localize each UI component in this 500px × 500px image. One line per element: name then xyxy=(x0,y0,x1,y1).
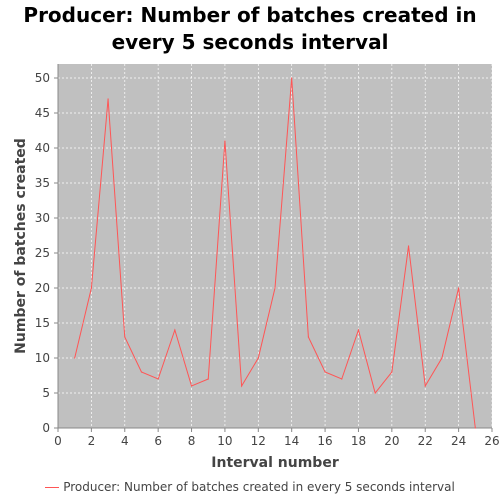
chart-title: Producer: Number of batches created in e… xyxy=(23,3,477,54)
y-tick-label: 45 xyxy=(35,106,50,120)
data-point xyxy=(407,245,410,247)
data-point xyxy=(124,336,126,338)
data-point xyxy=(291,77,293,79)
x-tick-label: 10 xyxy=(217,434,232,448)
data-point xyxy=(341,378,343,380)
x-tick-label: 20 xyxy=(384,434,399,448)
y-tick-label: 15 xyxy=(35,316,50,330)
data-point xyxy=(458,287,460,289)
data-point xyxy=(257,357,259,359)
x-tick-label: 16 xyxy=(317,434,332,448)
y-tick-label: 20 xyxy=(35,281,50,295)
data-point xyxy=(241,385,243,387)
data-point xyxy=(374,392,376,394)
legend: Producer: Number of batches created in e… xyxy=(0,480,500,494)
gridlines xyxy=(57,64,493,429)
legend-swatch xyxy=(45,487,60,488)
y-tick-label: 50 xyxy=(35,71,50,85)
data-point xyxy=(324,371,326,373)
y-tick-label: 0 xyxy=(42,421,50,435)
y-tick-label: 5 xyxy=(42,386,50,400)
x-axis-label: Interval number xyxy=(211,455,339,471)
legend-label: Producer: Number of batches created in e… xyxy=(63,480,455,494)
y-tick-label: 35 xyxy=(35,176,50,190)
data-point xyxy=(157,378,159,380)
plot-area xyxy=(58,64,492,428)
x-tick-label: 24 xyxy=(451,434,466,448)
x-tick-label: 12 xyxy=(251,434,266,448)
axes xyxy=(57,64,492,429)
y-axis-ticks: 0 5 10 15 20 25 30 35 40 45 50 xyxy=(35,71,58,435)
x-tick-label: 4 xyxy=(121,434,129,448)
data-point xyxy=(174,329,176,331)
data-point xyxy=(90,287,92,289)
y-axis-label: Number of batches created xyxy=(13,138,29,354)
y-tick-label: 40 xyxy=(35,141,50,155)
x-tick-label: 6 xyxy=(154,434,162,448)
data-point xyxy=(307,336,309,338)
x-tick-label: 8 xyxy=(188,434,196,448)
x-tick-label: 26 xyxy=(484,434,499,448)
y-tick-label: 10 xyxy=(35,351,50,365)
x-tick-label: 22 xyxy=(418,434,433,448)
y-tick-label: 25 xyxy=(35,246,50,260)
data-point xyxy=(357,329,360,331)
data-point xyxy=(190,385,193,387)
x-tick-label: 18 xyxy=(351,434,366,448)
x-tick-label: 14 xyxy=(284,434,299,448)
data-point xyxy=(107,98,109,100)
data-point xyxy=(274,287,276,289)
x-tick-label: 0 xyxy=(54,434,62,448)
x-axis-ticks: 0 2 4 6 8 10 12 14 16 18 20 22 24 26 xyxy=(54,428,500,448)
data-point xyxy=(391,371,393,373)
data-point xyxy=(207,378,209,380)
data-point xyxy=(224,140,226,142)
x-tick-label: 2 xyxy=(88,434,96,448)
data-point xyxy=(474,427,476,429)
data-point xyxy=(441,357,443,359)
data-point xyxy=(140,371,143,373)
series-layer xyxy=(74,77,476,429)
data-point xyxy=(424,385,426,387)
data-point xyxy=(74,357,76,359)
y-tick-label: 30 xyxy=(35,211,50,225)
